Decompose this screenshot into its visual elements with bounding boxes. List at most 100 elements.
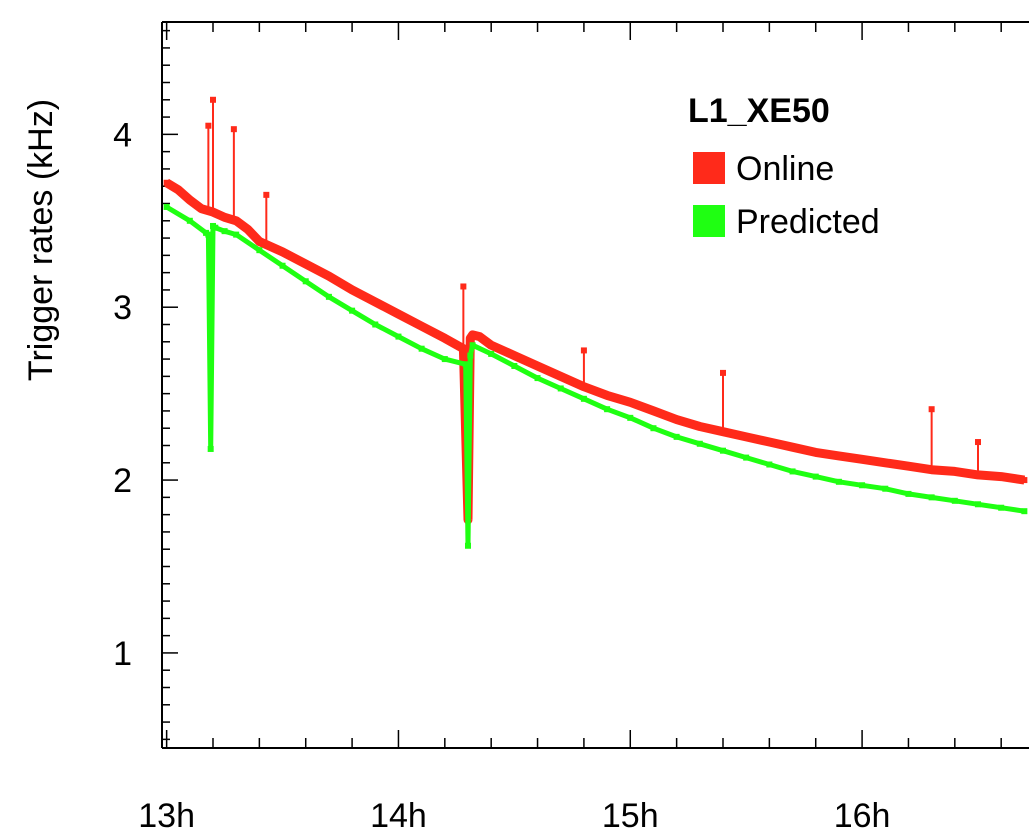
data-point-predicted [673, 433, 680, 440]
data-point-online [186, 197, 193, 204]
data-point-predicted [534, 375, 541, 382]
data-point-predicted [488, 350, 495, 357]
data-point-online [372, 299, 379, 306]
data-point-online [998, 473, 1005, 480]
data-point-online [488, 342, 495, 349]
data-point-predicted [720, 447, 726, 454]
data-point-online [905, 463, 912, 470]
spike-point-online [460, 283, 467, 290]
data-point-online [604, 392, 611, 399]
spike-point-online [263, 191, 270, 198]
data-point-predicted [928, 494, 935, 501]
data-point-predicted [212, 224, 219, 231]
series-predicted [163, 203, 1028, 549]
data-point-online [673, 416, 680, 423]
data-point-online [650, 407, 657, 414]
data-point-online [467, 335, 474, 342]
data-point-predicted [627, 414, 634, 421]
data-point-predicted [766, 461, 773, 468]
data-point-predicted [465, 542, 471, 549]
spike-point-online [205, 122, 212, 129]
data-point-online [812, 449, 819, 456]
data-point-predicted [696, 440, 703, 447]
data-point-online [418, 323, 425, 330]
data-point-online [557, 373, 564, 380]
data-point-predicted [186, 217, 193, 224]
x-tick-label: 14h [370, 797, 427, 835]
data-point-online [743, 433, 750, 440]
data-point-online [302, 261, 309, 267]
spike-point-online [580, 347, 587, 354]
data-point-predicted [1021, 508, 1028, 515]
plot-frame [161, 21, 1029, 749]
data-point-online [511, 352, 518, 359]
data-point-online [441, 335, 448, 342]
data-point-predicted [441, 356, 448, 363]
data-point-predicted [580, 395, 587, 402]
series-line-predicted [165, 204, 1025, 549]
spike-point-online [720, 369, 726, 376]
data-point-predicted [604, 406, 611, 413]
data-point-predicted [462, 361, 469, 368]
data-point-online [198, 205, 205, 212]
x-tick-label: 16h [834, 797, 891, 835]
data-point-online [325, 273, 332, 280]
data-point-predicted [163, 203, 170, 210]
data-point-predicted [835, 478, 842, 485]
data-point-online [1021, 477, 1028, 484]
spike-point-online [928, 406, 935, 413]
data-point-predicted [998, 504, 1005, 511]
data-point-predicted [395, 333, 402, 340]
y-tick-label: 4 [113, 116, 132, 154]
data-point-predicted [511, 362, 518, 369]
data-point-online [395, 311, 402, 318]
data-point-predicted [975, 501, 981, 508]
data-point-predicted [469, 342, 476, 349]
data-point-online [627, 399, 634, 406]
data-point-online [469, 331, 476, 338]
x-tick-label: 13h [138, 797, 195, 835]
data-point-online [175, 186, 182, 193]
data-point-predicted [349, 307, 356, 314]
data-point-online [349, 286, 356, 293]
data-point-online [534, 362, 541, 369]
data-point-online [766, 439, 773, 446]
data-point-online [221, 214, 228, 221]
y-tick-label: 2 [113, 462, 132, 500]
data-point-online [882, 459, 889, 466]
data-point-predicted [207, 445, 214, 452]
data-point-predicted [279, 262, 286, 269]
data-point-predicted [882, 485, 889, 492]
series-online [163, 96, 1028, 525]
data-point-online [696, 423, 703, 430]
data-point-online [476, 333, 483, 340]
data-point-online [279, 248, 286, 255]
spike-point-online [210, 96, 216, 103]
data-point-predicted [221, 228, 228, 235]
data-point-predicted [557, 385, 564, 392]
legend-title: L1_XE50 [688, 92, 830, 130]
legend: L1_XE50 Online Predicted [688, 92, 880, 241]
legend-swatch-predicted [693, 205, 725, 237]
legend-swatch-online [693, 152, 725, 184]
data-point-online [789, 444, 796, 451]
y-axis: 1 2 3 4 [113, 29, 178, 741]
series-line-online [164, 178, 1026, 525]
x-tick-label: 15h [602, 797, 659, 835]
data-point-predicted [650, 425, 657, 432]
spike-point-online [975, 439, 981, 446]
data-point-online [835, 452, 842, 459]
data-point-predicted [325, 293, 332, 300]
legend-label-predicted: Predicted [736, 203, 880, 241]
spike-point-online [230, 126, 237, 133]
y-axis-title: Trigger rates (kHz) [22, 99, 60, 381]
y-tick-label: 1 [113, 635, 132, 673]
data-point-online [951, 468, 958, 475]
legend-label-online: Online [736, 150, 834, 188]
data-point-predicted [743, 454, 750, 461]
data-point-online [256, 238, 263, 245]
y-tick-label: 3 [113, 289, 132, 327]
data-point-predicted [302, 278, 309, 285]
data-point-predicted [372, 321, 379, 328]
